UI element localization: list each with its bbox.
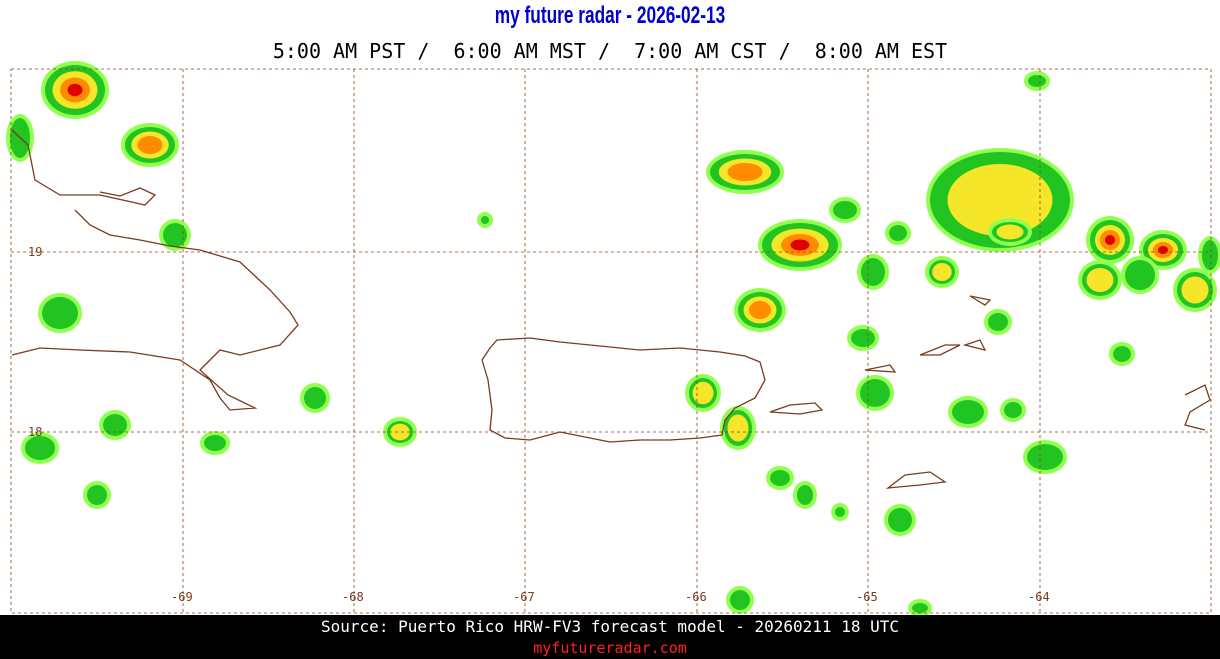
echo-green bbox=[851, 329, 875, 347]
coast-puerto-rico bbox=[481, 337, 766, 443]
coastlines bbox=[11, 129, 1211, 489]
map-border bbox=[10, 68, 1212, 614]
echo-green bbox=[25, 436, 55, 460]
echo-green bbox=[1027, 444, 1063, 470]
echo-core bbox=[390, 423, 410, 441]
echo-green bbox=[87, 485, 107, 505]
echo-green bbox=[481, 216, 489, 224]
title: my future radar - 2026-02-13 bbox=[494, 2, 726, 29]
echo-green bbox=[42, 297, 78, 329]
echo-green bbox=[835, 507, 845, 517]
echo-green bbox=[163, 223, 187, 247]
echo-green bbox=[770, 470, 790, 486]
echo-green bbox=[1028, 75, 1046, 87]
echo-green bbox=[889, 225, 907, 241]
echo-core bbox=[932, 263, 952, 281]
lon-label: -68 bbox=[342, 590, 364, 604]
echo-core bbox=[996, 224, 1024, 240]
echo-core bbox=[1158, 246, 1168, 254]
coast-virgin-islands bbox=[769, 295, 1211, 489]
lon-label: -64 bbox=[1028, 590, 1050, 604]
lat-label: 18 bbox=[28, 425, 42, 439]
lon-label: -67 bbox=[513, 590, 535, 604]
lon-label: -66 bbox=[685, 590, 707, 604]
echo-green bbox=[730, 590, 750, 610]
echo-core bbox=[1105, 235, 1115, 245]
echo-green bbox=[797, 485, 813, 505]
grid bbox=[10, 68, 1212, 614]
echo-core bbox=[1086, 268, 1114, 292]
time-zones: 5:00 AM PST / 6:00 AM MST / 7:00 AM CST … bbox=[272, 39, 948, 63]
coast-hispaniola bbox=[11, 129, 299, 411]
radar-echoes bbox=[6, 61, 1220, 615]
echo-core bbox=[67, 83, 83, 97]
echo-core bbox=[137, 136, 163, 154]
site-link[interactable]: myfutureradar.com bbox=[533, 639, 687, 657]
echo-core bbox=[692, 381, 714, 405]
echo-green bbox=[1004, 402, 1022, 418]
lon-label: -65 bbox=[856, 590, 878, 604]
echo-green bbox=[204, 435, 226, 451]
echo-green bbox=[861, 258, 885, 286]
source-text: Source: Puerto Rico HRW-FV3 forecast mod… bbox=[321, 617, 899, 636]
echo-green bbox=[912, 603, 928, 613]
footer: Source: Puerto Rico HRW-FV3 forecast mod… bbox=[0, 615, 1220, 659]
echo-green bbox=[988, 313, 1008, 331]
lon-label: -69 bbox=[171, 590, 193, 604]
echo-green bbox=[1113, 346, 1131, 362]
echo-green bbox=[1202, 240, 1218, 270]
echo-green bbox=[1125, 260, 1155, 290]
echo-core bbox=[947, 164, 1053, 236]
echo-green bbox=[952, 400, 984, 424]
echo-core bbox=[1181, 276, 1209, 304]
echo-green bbox=[860, 379, 890, 407]
echo-core bbox=[749, 301, 771, 319]
echo-green bbox=[103, 414, 127, 436]
echo-core bbox=[727, 414, 749, 442]
lat-label: 19 bbox=[28, 245, 42, 259]
radar-map: -69 -68 -67 -66 -65 -64 19 18 bbox=[6, 61, 1220, 615]
echo-green bbox=[888, 508, 912, 532]
echo-green bbox=[833, 201, 857, 219]
echo-core bbox=[790, 239, 810, 251]
echo-green bbox=[304, 387, 326, 409]
echo-core bbox=[727, 163, 763, 181]
